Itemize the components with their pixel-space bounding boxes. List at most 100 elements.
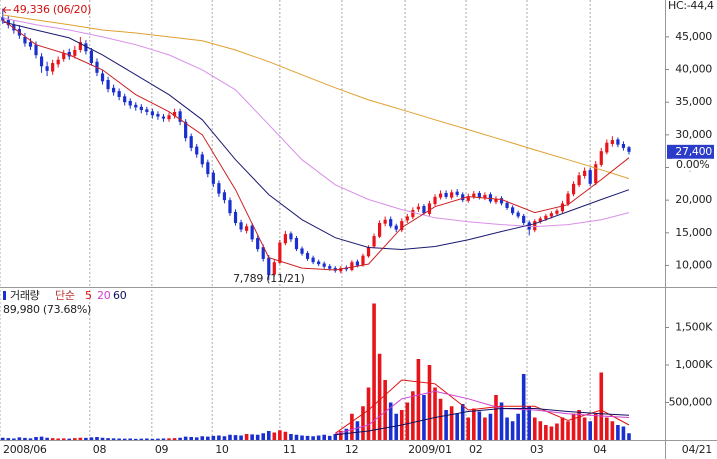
volume-bar <box>455 413 459 440</box>
volume-bar <box>23 437 27 440</box>
y-tick-label: 15,000 <box>675 226 712 239</box>
x-tick-label: 12 <box>345 443 358 456</box>
volume-bar <box>494 395 498 440</box>
x-tick-label: 10 <box>215 443 229 456</box>
volume-bar <box>527 406 532 440</box>
change-label-bg <box>672 158 712 171</box>
volume-bar <box>460 404 465 440</box>
candle-body <box>544 215 548 220</box>
candle-body <box>283 234 287 244</box>
y-tick-label: 35,000 <box>675 95 712 108</box>
volume-bar <box>189 437 193 440</box>
volume-ma-legend: 60 <box>113 289 127 302</box>
volume-bar <box>122 438 127 440</box>
candle-body <box>139 106 143 111</box>
y-tick-label: 1,500K <box>675 321 713 334</box>
volume-bar <box>139 438 144 440</box>
candle-body <box>466 196 470 201</box>
volume-bar <box>322 434 326 440</box>
volume-bar <box>438 398 443 440</box>
header-right: HC:-44,4 <box>668 0 714 12</box>
candle-body <box>211 172 215 184</box>
volume-bar <box>39 436 44 440</box>
moving-average-line <box>2 17 630 228</box>
volume-bar <box>505 417 509 440</box>
volume-bar <box>344 428 349 440</box>
x-tick-label: 09 <box>155 443 169 456</box>
candle-body <box>156 113 160 117</box>
candle-body <box>400 221 404 231</box>
candle-body <box>217 183 221 194</box>
volume-bar <box>194 437 199 440</box>
x-tick-label: 2008/06 <box>3 443 47 456</box>
volume-bar <box>50 438 55 440</box>
candle-body <box>12 24 16 31</box>
candle-body <box>172 111 177 116</box>
marks-layer <box>0 8 631 440</box>
candle-body <box>278 242 282 263</box>
volume-bar <box>361 406 365 440</box>
volume-bar <box>161 438 166 440</box>
candle-body <box>522 215 526 224</box>
candle-body <box>289 233 293 240</box>
candle-body <box>383 219 387 224</box>
y-tick-label: 10,000 <box>675 258 712 271</box>
candle-body <box>422 206 426 214</box>
candle-body <box>62 53 66 60</box>
candle-body <box>438 193 443 198</box>
volume-bar <box>427 365 432 440</box>
volume-ma-legend: 5 <box>85 289 92 302</box>
volume-bar <box>333 434 338 440</box>
candle-body <box>6 19 10 26</box>
candle-body <box>228 200 232 214</box>
volume-bar <box>133 438 138 440</box>
volume-bar <box>405 402 410 440</box>
volume-bar <box>422 395 426 440</box>
moving-average-line <box>2 19 630 271</box>
candle-body <box>350 262 354 271</box>
volume-bar <box>300 435 304 440</box>
volume-bar <box>544 425 548 440</box>
volume-bar <box>278 430 282 440</box>
volume-bar <box>394 413 399 440</box>
candle-body <box>1 17 5 21</box>
candle-body <box>294 238 299 250</box>
candle-body <box>549 213 553 217</box>
candle-body <box>222 192 227 201</box>
moving-average-line <box>335 408 630 436</box>
volume-bar <box>117 438 121 440</box>
candle-body <box>161 116 166 119</box>
volume-bar <box>61 438 66 440</box>
volume-bar <box>339 431 343 440</box>
volume-bar <box>206 436 210 440</box>
volume-bar <box>167 438 171 440</box>
volume-info: 89,980 (73.68%) <box>3 303 91 316</box>
candle-body <box>328 266 332 269</box>
candle-body <box>167 115 171 120</box>
candle-body <box>67 51 71 57</box>
x-tick-label: 11 <box>283 443 296 456</box>
volume-bar <box>294 434 299 440</box>
candle-body <box>394 225 398 230</box>
candle-body <box>134 104 138 108</box>
volume-bar <box>17 437 22 440</box>
candle-body <box>455 191 459 195</box>
volume-bar <box>372 303 376 440</box>
volume-bar <box>28 438 33 440</box>
volume-bar <box>0 437 5 440</box>
candle-body <box>494 198 498 203</box>
volume-bar <box>621 426 626 440</box>
volume-bar <box>516 413 520 440</box>
volume-bar <box>305 435 310 440</box>
volume-bar <box>510 421 515 440</box>
candle-body <box>128 100 132 106</box>
candle-body <box>366 247 371 257</box>
volume-bar <box>538 421 543 440</box>
volume-bar <box>571 413 576 440</box>
candle-body <box>472 193 476 197</box>
candle-body <box>84 43 88 52</box>
candle-body <box>106 79 110 90</box>
volume-bar <box>588 421 592 440</box>
volume-legend-name: 거래량 <box>10 289 40 302</box>
y-tick-label: 40,000 <box>675 63 712 76</box>
